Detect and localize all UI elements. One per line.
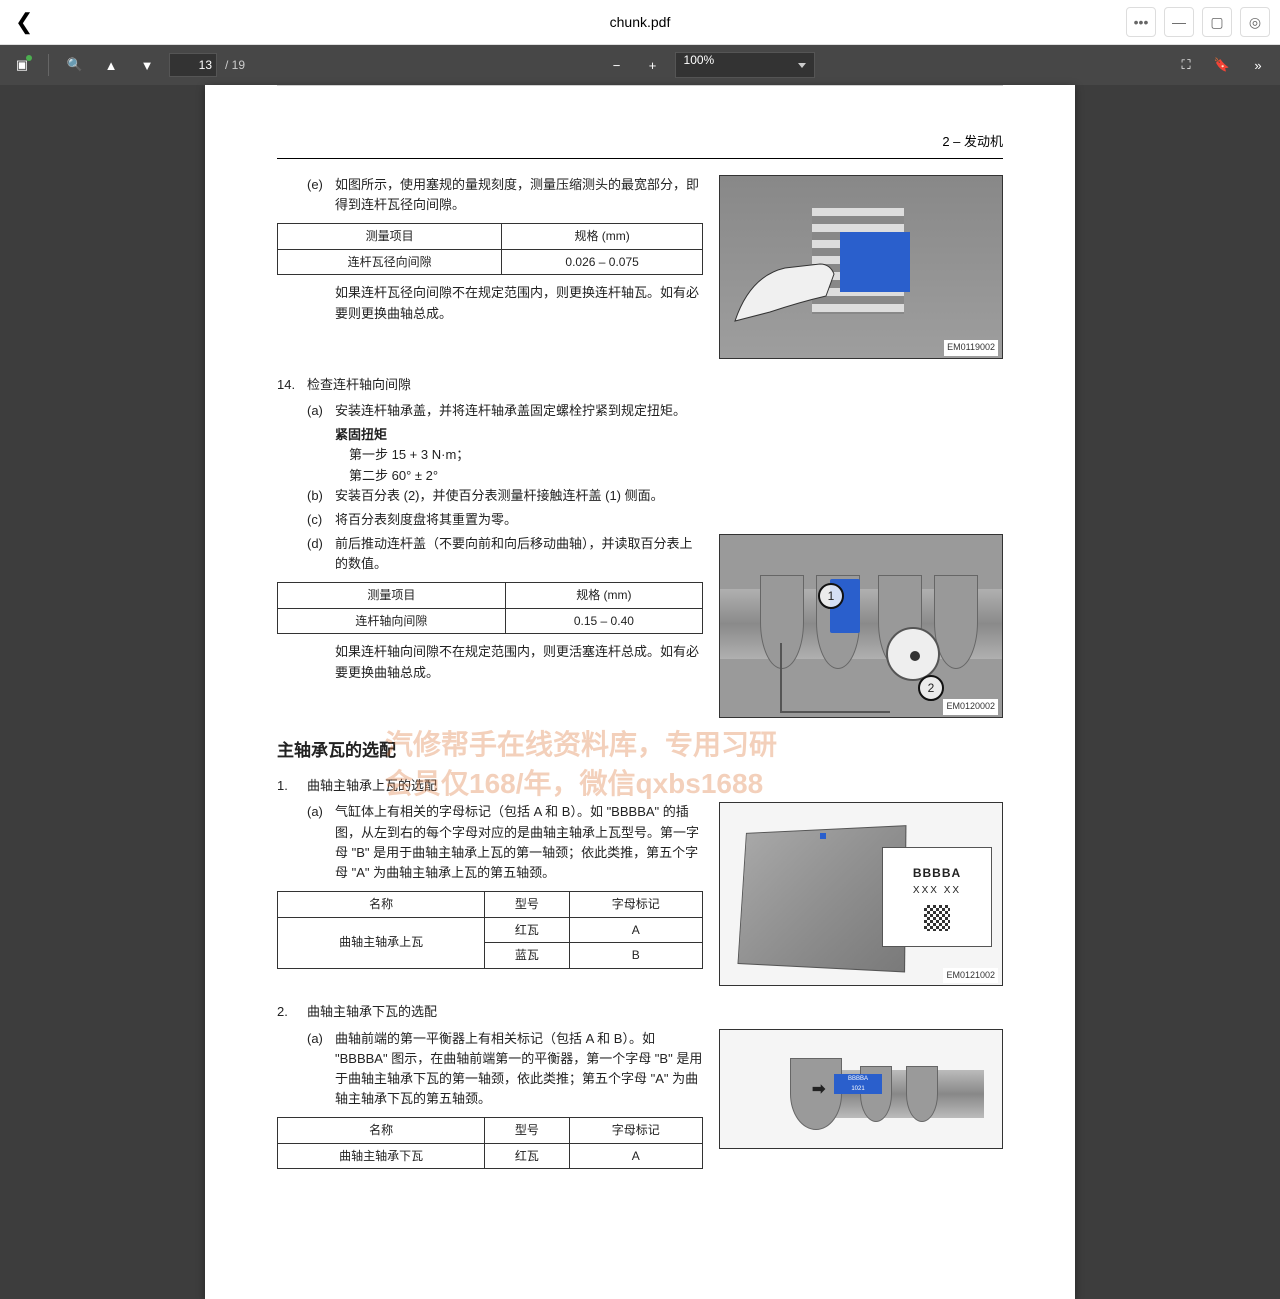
item-14-title: 检查连杆轴向间隙 — [307, 375, 411, 395]
item-e-text: 如图所示，使用塞规的量规刻度，测量压缩测头的最宽部分，即得到连杆瓦径向间隙。 — [335, 175, 703, 215]
pdf-toolbar: ▣ 🔍 ▲ ▼ / 19 − + 100% ⛶ 🔖 » — [0, 45, 1280, 85]
page-up-icon[interactable]: ▲ — [97, 51, 125, 79]
item-14-num: 14. — [277, 375, 307, 395]
truncated-text — [205, 99, 1075, 107]
spec-table-e: 测量项目规格 (mm) 连杆瓦径向间隙0.026 – 0.075 — [277, 223, 703, 275]
sidebar-toggle-icon[interactable]: ▣ — [8, 51, 36, 79]
page-number-input[interactable] — [169, 53, 217, 77]
more-button[interactable]: ••• — [1126, 7, 1156, 37]
diagram-gauge: EM0119002 — [719, 175, 1003, 359]
title-bar: ❮ chunk.pdf ••• — ▢ ◎ — [0, 0, 1280, 45]
diagram-dial-indicator: 1 2 EM0120002 — [719, 534, 1003, 718]
pdf-page: 2 – 发动机 汽修帮手在线资料库，专用习研会员仅168/年，微信qxbs168… — [205, 85, 1075, 1299]
document-title: chunk.pdf — [610, 14, 671, 30]
page-total-label: / 19 — [225, 58, 245, 72]
maximize-button[interactable]: ▢ — [1202, 7, 1232, 37]
bookmark-icon[interactable]: 🔖 — [1208, 51, 1236, 79]
zoom-in-icon[interactable]: + — [639, 51, 667, 79]
search-icon[interactable]: 🔍 — [61, 51, 89, 79]
diagram-code: EM0119002 — [944, 340, 998, 356]
note-e: 如果连杆瓦径向间隙不在规定范围内，则更换连杆轴瓦。如有必要则更换曲轴总成。 — [335, 283, 703, 323]
target-button[interactable]: ◎ — [1240, 7, 1270, 37]
page-down-icon[interactable]: ▼ — [133, 51, 161, 79]
bearing-table-upper: 名称型号字母标记 曲轴主轴承上瓦红瓦A 蓝瓦B — [277, 891, 703, 969]
diagram-crankshaft: BBBBA1021 ➡ — [719, 1029, 1003, 1149]
pdf-viewport[interactable]: 2 – 发动机 汽修帮手在线资料库，专用习研会员仅168/年，微信qxbs168… — [0, 85, 1280, 1299]
bearing-table-lower: 名称型号字母标记 曲轴主轴承下瓦红瓦A — [277, 1117, 703, 1169]
minimize-button[interactable]: — — [1164, 7, 1194, 37]
diagram-engine-block: BBBBA XXX XX EM0121002 — [719, 802, 1003, 986]
more-tools-icon[interactable]: » — [1244, 51, 1272, 79]
section-heading: 主轴承瓦的选配 — [277, 738, 1003, 764]
spec-table-14: 测量项目规格 (mm) 连杆轴向间隙0.15 – 0.40 — [277, 582, 703, 634]
fullscreen-icon[interactable]: ⛶ — [1172, 51, 1200, 79]
page-section-header: 2 – 发动机 — [205, 107, 1075, 158]
zoom-select[interactable]: 100% — [675, 52, 815, 78]
zoom-out-icon[interactable]: − — [603, 51, 631, 79]
window-controls: ••• — ▢ ◎ — [1126, 7, 1270, 37]
item-e-label: (e) — [307, 175, 335, 215]
back-button[interactable]: ❮ — [10, 4, 38, 40]
